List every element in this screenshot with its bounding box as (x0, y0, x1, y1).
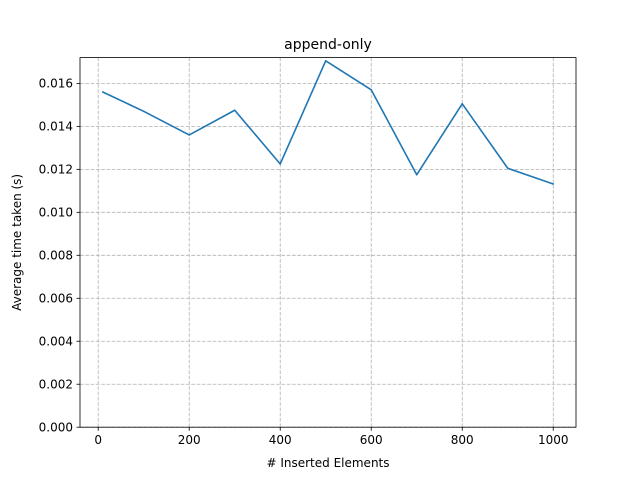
data-point (101, 91, 104, 93)
y-tick-label: 0.014 (39, 120, 73, 134)
data-point (552, 183, 555, 185)
data-point (188, 134, 191, 136)
y-tick-label: 0.012 (39, 163, 73, 177)
data-point (370, 89, 373, 91)
data-point (324, 60, 327, 62)
chart-title: append-only (284, 37, 372, 53)
y-tick-label: 0.008 (39, 249, 73, 263)
y-tick-label: 0.016 (39, 77, 73, 91)
data-point (461, 103, 464, 105)
x-tick-label: 200 (178, 433, 201, 447)
data-point (415, 173, 418, 176)
data-point (279, 163, 282, 165)
y-tick-label: 0.004 (39, 335, 73, 349)
data-point (233, 109, 236, 112)
x-tick-label: 600 (360, 433, 383, 447)
series-line (102, 60, 554, 185)
y-tick-label: 0.000 (39, 421, 73, 435)
y-axis-label: Average time taken (s) (10, 174, 24, 311)
grid-lines (80, 57, 576, 428)
y-axis-ticks: 0.000 0.002 0.004 0.006 0.008 0.010 0.012 0.014… (39, 77, 80, 435)
y-tick-label: 0.010 (39, 206, 73, 220)
plot-frame (79, 57, 577, 428)
series-lines (101, 60, 555, 185)
data-point (506, 167, 509, 170)
y-tick-label: 0.002 (39, 378, 73, 392)
x-axis-ticks: 0 200 400 600 800 1000 (94, 427, 569, 447)
data-point (142, 110, 145, 113)
x-axis-label: # Inserted Elements (266, 456, 389, 470)
x-tick-label: 400 (269, 433, 292, 447)
x-tick-label: 1000 (538, 433, 569, 447)
x-tick-label: 0 (94, 433, 102, 447)
x-tick-label: 800 (451, 433, 474, 447)
y-tick-label: 0.006 (39, 292, 73, 306)
